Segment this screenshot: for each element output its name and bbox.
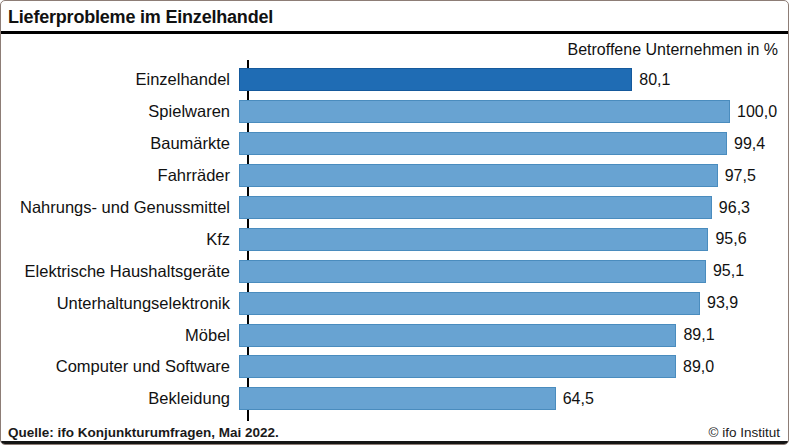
bar	[239, 260, 706, 283]
bottom-rule	[1, 441, 788, 444]
plot-area: Einzelhandel 80,1 Spielwaren 100,0 Baumä…	[1, 64, 788, 415]
bar-track: 95,6	[239, 228, 730, 251]
bar-track: 95,1	[239, 260, 730, 283]
category-label: Kfz	[1, 230, 239, 249]
bar-row: Kfz 95,6	[1, 223, 788, 255]
bar-row: Spielwaren 100,0	[1, 96, 788, 128]
value-label: 64,5	[563, 390, 594, 408]
category-label: Nahrungs- und Genussmittel	[1, 198, 239, 217]
source-text: Quelle: ifo Konjunkturumfragen, Mai 2022…	[8, 425, 279, 440]
bar	[239, 132, 727, 155]
category-label: Unterhaltungselektronik	[1, 294, 239, 313]
value-label: 99,4	[734, 135, 765, 153]
bar	[239, 355, 676, 378]
bar	[239, 164, 718, 187]
bar-row: Unterhaltungselektronik 93,9	[1, 287, 788, 319]
bar	[239, 68, 632, 91]
bar-row: Einzelhandel 80,1	[1, 64, 788, 96]
bar-track: 97,5	[239, 164, 730, 187]
bar	[239, 292, 700, 315]
category-label: Spielwaren	[1, 102, 239, 121]
value-label: 89,1	[683, 326, 714, 344]
bar-track: 64,5	[239, 387, 730, 410]
bar-track: 89,0	[239, 355, 730, 378]
bar-track: 99,4	[239, 132, 730, 155]
bar-track: 100,0	[239, 100, 730, 123]
bar-row: Bekleidung 64,5	[1, 383, 788, 415]
chart-frame: Lieferprobleme im Einzelhandel Betroffen…	[0, 0, 789, 445]
value-label: 89,0	[683, 358, 714, 376]
category-label: Elektrische Haushaltsgeräte	[1, 262, 239, 281]
bar-row: Elektrische Haushaltsgeräte 95,1	[1, 255, 788, 287]
category-label: Fahrräder	[1, 166, 239, 185]
value-label: 96,3	[719, 199, 750, 217]
bar-track: 80,1	[239, 68, 730, 91]
category-label: Bekleidung	[1, 389, 239, 408]
category-label: Baumärkte	[1, 134, 239, 153]
value-label: 95,6	[715, 230, 746, 248]
chart-footer: Quelle: ifo Konjunkturumfragen, Mai 2022…	[1, 425, 788, 441]
value-label: 95,1	[713, 262, 744, 280]
copyright-text: © ifo Institut	[709, 425, 780, 440]
bar	[239, 100, 730, 123]
bar-row: Fahrräder 97,5	[1, 160, 788, 192]
bar	[239, 228, 708, 251]
unit-label: Betroffene Unternehmen in %	[1, 34, 788, 59]
bar-row: Möbel 89,1	[1, 319, 788, 351]
bar-track: 93,9	[239, 292, 730, 315]
bar-track: 96,3	[239, 196, 730, 219]
value-label: 97,5	[725, 167, 756, 185]
value-label: 100,0	[737, 103, 777, 121]
value-label: 93,9	[707, 294, 738, 312]
bar-row: Nahrungs- und Genussmittel 96,3	[1, 192, 788, 224]
bar-row: Baumärkte 99,4	[1, 128, 788, 160]
bar	[239, 196, 712, 219]
bar-track: 89,1	[239, 324, 730, 347]
value-label: 80,1	[639, 71, 670, 89]
bar	[239, 387, 556, 410]
bar-rows: Einzelhandel 80,1 Spielwaren 100,0 Baumä…	[1, 64, 788, 415]
page-title: Lieferprobleme im Einzelhandel	[1, 1, 788, 31]
bar	[239, 324, 676, 347]
bar-row: Computer und Software 89,0	[1, 351, 788, 383]
category-label: Einzelhandel	[1, 70, 239, 89]
category-label: Computer und Software	[1, 357, 239, 376]
category-label: Möbel	[1, 326, 239, 345]
